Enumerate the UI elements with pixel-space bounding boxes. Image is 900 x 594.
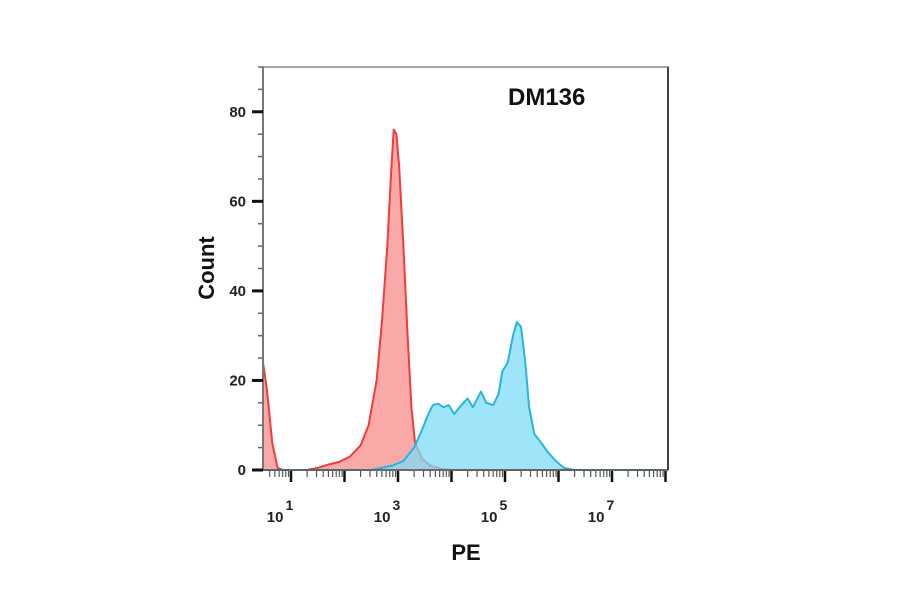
y-tick-label: 40 xyxy=(229,283,246,300)
x-tick-label: 105 xyxy=(481,497,508,526)
series-line-dm136 xyxy=(263,321,666,471)
y-tick-label: 80 xyxy=(229,104,246,121)
series-layer xyxy=(262,128,666,471)
y-tick-label: 20 xyxy=(229,372,246,389)
series-area-dm136 xyxy=(263,322,666,470)
x-axis-ticks: 101 103 105 107 xyxy=(267,471,667,526)
y-tick-label: 60 xyxy=(229,193,246,210)
x-axis-title: PE xyxy=(451,540,480,565)
y-axis-title: Count xyxy=(194,236,219,300)
x-tick-label: 107 xyxy=(588,497,615,526)
chart-title: DM136 xyxy=(508,84,585,111)
x-tick-label: 101 xyxy=(267,497,294,526)
y-axis-ticks: 0 20 40 60 80 xyxy=(229,66,263,479)
x-tick-label: 103 xyxy=(374,497,401,526)
y-tick-label: 0 xyxy=(238,462,246,479)
